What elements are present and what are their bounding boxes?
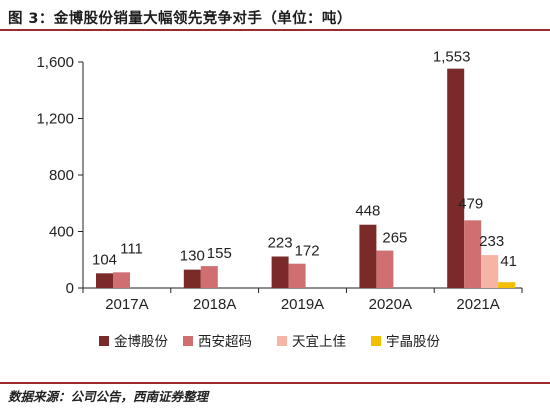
bar-chart: 0 400 800 1,200 1,600 2017A 2018A 2019A 2020A 202…	[36, 49, 523, 350]
x-tick-label: 2020A	[369, 296, 412, 313]
bottom-rule	[0, 382, 550, 384]
y-tick-label: 1,600	[36, 54, 74, 71]
bar-西安超码	[464, 220, 482, 288]
data-label: 172	[295, 243, 320, 260]
bar-金博股份	[96, 273, 113, 288]
chart-axes: 0 400 800 1,200 1,600 2017A 2018A 2019A 2020A 202…	[36, 54, 523, 313]
data-label: 155	[207, 245, 232, 262]
bar-金博股份	[447, 68, 465, 288]
bar-西安超码	[113, 272, 130, 288]
y-tick-label: 1,200	[36, 111, 74, 128]
data-label: 1,553	[433, 49, 471, 66]
bar-西安超码	[288, 263, 306, 288]
legend-label: 宇晶股份	[386, 334, 440, 350]
legend-label: 天宜上佳	[292, 334, 346, 350]
bar-西安超码	[200, 266, 218, 288]
bar-天宜上佳	[481, 255, 499, 288]
legend-label: 西安超码	[198, 334, 252, 350]
data-label: 223	[268, 235, 293, 252]
chart-data-labels: 104 130 223 448 1,553 111 155 172 265 479 233 41	[92, 49, 517, 271]
legend-swatch	[99, 336, 109, 346]
x-tick-label: 2019A	[281, 296, 324, 313]
data-label: 233	[479, 233, 504, 250]
bar-金博股份	[183, 269, 201, 288]
y-tick-label: 400	[49, 224, 74, 241]
data-label: 41	[500, 253, 517, 270]
legend-swatch	[183, 336, 193, 346]
figure-title: 图 3：金博股份销量大幅领先竞争对手（单位：吨）	[8, 11, 352, 27]
legend-label: 金博股份	[114, 333, 168, 350]
chart-legend: 金博股份 西安超码 天宜上佳 宇晶股份	[99, 333, 440, 350]
y-tick-label: 0	[66, 280, 74, 297]
data-label: 111	[120, 240, 143, 257]
legend-swatch	[277, 336, 287, 346]
chart-bars	[96, 68, 516, 288]
bar-金博股份	[271, 256, 289, 288]
source-note: 数据来源：公司公告，西南证券整理	[8, 389, 209, 404]
bar-金博股份	[359, 224, 377, 288]
data-label: 265	[382, 230, 407, 247]
data-label: 130	[180, 248, 205, 265]
legend-swatch	[371, 336, 381, 346]
x-tick-label: 2017A	[105, 296, 148, 313]
title-rule	[0, 29, 550, 31]
bar-西安超码	[376, 250, 394, 288]
data-label: 104	[92, 251, 117, 268]
bar-宇晶股份	[498, 282, 516, 288]
x-tick-label: 2018A	[193, 296, 236, 313]
y-tick-label: 800	[49, 167, 74, 184]
x-tick-label: 2021A	[456, 296, 499, 313]
data-label: 448	[355, 203, 380, 220]
data-label: 479	[458, 195, 483, 212]
